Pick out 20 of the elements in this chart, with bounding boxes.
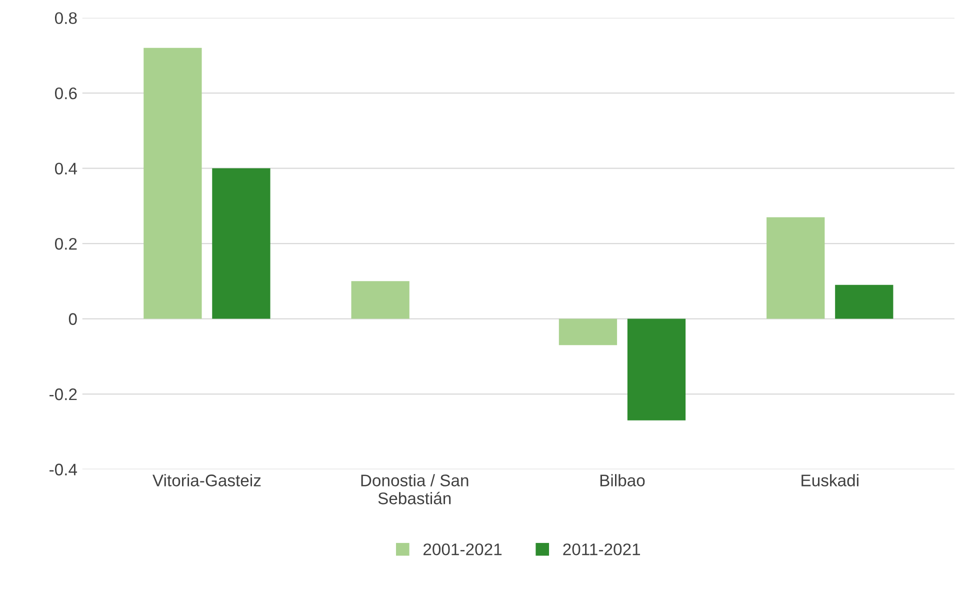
y-tick-label: 0.2 <box>54 238 77 250</box>
bar <box>351 281 410 319</box>
legend-label: 2001-2021 <box>424 543 502 556</box>
bar <box>558 318 618 346</box>
legend-label: 2011-2021 <box>563 543 640 556</box>
x-tick-label: Bilbao <box>600 474 645 486</box>
x-tick-label: Euskadi <box>802 474 858 486</box>
x-tick-label: Vitoria-Gasteiz <box>152 474 261 486</box>
bar <box>627 318 686 420</box>
y-tick-label: 0.8 <box>54 12 77 24</box>
y-tick-label: 0 <box>68 313 77 325</box>
bar <box>766 217 825 319</box>
bar <box>144 48 202 319</box>
y-tick-label: 0.4 <box>54 162 78 175</box>
x-tick-label: Donostia / San Sebastián <box>361 474 468 504</box>
y-tick-label: -0.4 <box>50 464 78 476</box>
y-tick-label: 0.6 <box>54 87 77 100</box>
bar <box>835 284 894 319</box>
bar <box>212 168 270 319</box>
y-tick-label: -0.2 <box>50 388 77 400</box>
